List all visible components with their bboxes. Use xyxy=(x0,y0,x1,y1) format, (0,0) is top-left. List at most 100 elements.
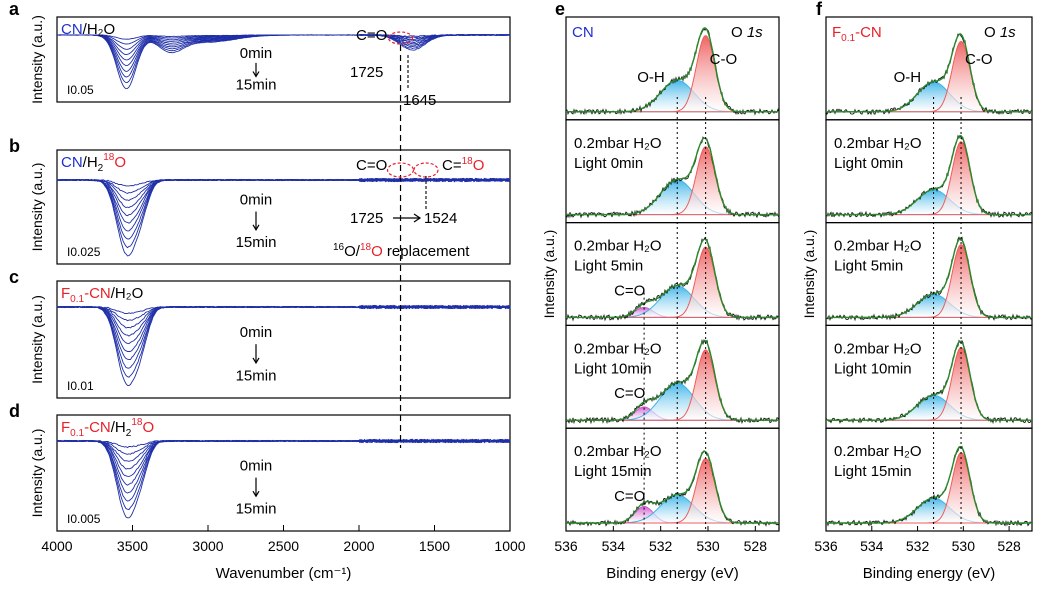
annotation-replacement: 16O/18O replacement xyxy=(333,242,470,260)
label-part: 0.005 xyxy=(70,512,100,526)
xps-fit-envelope xyxy=(826,238,1032,319)
label-part: O xyxy=(142,419,154,436)
condition-line-1: 0.2mbar H₂O xyxy=(834,238,922,255)
condition-line-1: 0.2mbar H₂O xyxy=(834,135,922,152)
xps-fit-envelope xyxy=(566,137,779,216)
time-end: 15min xyxy=(236,501,277,518)
x-tick-label: 3500 xyxy=(117,538,148,554)
ftir-spectrum-curve xyxy=(57,304,511,386)
label-part: F xyxy=(832,24,841,41)
condition-line-1: 0.2mbar H₂O xyxy=(574,135,662,152)
ftir-spectrum-curve xyxy=(56,304,511,369)
ftir-spectrum-curve xyxy=(56,438,511,486)
label-part: /H₂O xyxy=(111,285,144,302)
time-start: 0min xyxy=(240,458,273,475)
label-part: O xyxy=(731,24,747,41)
annotation-co: C=O xyxy=(356,157,387,174)
panel-letter: c xyxy=(9,267,19,287)
label-part: -CN xyxy=(84,285,111,302)
ftir-spectrum-curve xyxy=(56,304,511,345)
x-tick-label: 1500 xyxy=(419,538,450,554)
condition-line-2: Light 5min xyxy=(574,258,643,275)
xps-fit-envelope xyxy=(826,340,1032,421)
label-part: O xyxy=(473,157,485,174)
y-axis-label: Intensity (a.u.) xyxy=(541,230,557,319)
label-part: 0.1 xyxy=(841,33,855,44)
label-part: 2 xyxy=(126,428,132,439)
annotation-1725: 1725 xyxy=(350,210,383,227)
condition-line-2: Light 0min xyxy=(574,155,643,172)
x-tick-label: 3000 xyxy=(192,538,223,554)
x-tick-label: 528 xyxy=(997,538,1021,554)
ftir-spectrum-curve xyxy=(56,177,511,208)
ftir-spectrum-curve xyxy=(56,438,511,511)
x-tick-label: 4000 xyxy=(41,538,72,554)
x-tick-label: 532 xyxy=(906,538,930,554)
label-part: 16 xyxy=(333,242,345,253)
x-tick-label: 1000 xyxy=(494,538,525,554)
annotation-co: C=O xyxy=(356,27,387,44)
label-part: 0.025 xyxy=(70,245,100,259)
label-part: replacement xyxy=(383,243,471,260)
x-axis-label: Binding energy (eV) xyxy=(606,565,739,582)
orbital-label: O 1s xyxy=(984,24,1016,41)
ftir-spectrum-curve xyxy=(56,34,511,90)
xps-subplot-frame xyxy=(565,427,780,532)
label-part: -CN xyxy=(84,419,111,436)
x-tick-label: 536 xyxy=(554,538,578,554)
panel-letter: f xyxy=(816,0,823,19)
time-end: 15min xyxy=(236,367,277,384)
xps-subplot-frame xyxy=(825,427,1033,532)
label-part: 0.05 xyxy=(70,83,94,97)
x-axis-label: Binding energy (eV) xyxy=(863,565,996,582)
condition-line-2: Light 15min xyxy=(574,463,652,480)
scale-bar: I0.025 xyxy=(67,245,101,259)
x-tick-label: 2000 xyxy=(343,538,374,554)
time-start: 0min xyxy=(240,45,273,62)
condition-line-2: Light 10min xyxy=(574,360,652,377)
label-part: I xyxy=(67,83,70,97)
x-tick-label: 532 xyxy=(649,538,673,554)
label-part: /H xyxy=(111,419,126,436)
label-part: 18 xyxy=(360,242,372,253)
x-tick-label: 534 xyxy=(860,538,884,554)
co-label: C-O xyxy=(710,51,738,68)
label-part: CN xyxy=(61,21,83,38)
x-tick-label: 534 xyxy=(602,538,626,554)
ftir-frame xyxy=(56,280,511,399)
orbital-label: O 1s xyxy=(731,24,763,41)
arrow-head xyxy=(252,71,260,78)
oh-component xyxy=(826,81,1032,113)
ftir-frame xyxy=(56,149,511,265)
x-tick-label: 2500 xyxy=(268,538,299,554)
ftir-spectrum-curve xyxy=(56,177,511,202)
label-part: CN xyxy=(61,154,83,171)
condition-line-2: Light 0min xyxy=(834,155,903,172)
label-part: 0.01 xyxy=(70,379,94,393)
label-part: I xyxy=(67,245,70,259)
x-tick-label: 528 xyxy=(744,538,768,554)
sample-label: F0.1-CN/H₂O xyxy=(61,285,143,305)
scale-bar: I0.05 xyxy=(67,83,94,97)
ftir-frame xyxy=(56,16,511,103)
time-end: 15min xyxy=(236,234,277,251)
ftir-spectrum-curve xyxy=(56,34,511,61)
annotation-c18o: C=18O xyxy=(442,156,484,174)
y-axis-label: Intensity (a.u.) xyxy=(29,163,45,252)
time-start: 0min xyxy=(240,192,273,209)
annotation-1645: 1645 xyxy=(403,92,436,109)
label-part: /H₂O xyxy=(83,21,116,38)
oh-component xyxy=(826,189,1032,216)
xps-fit-envelope xyxy=(826,445,1032,524)
condition-line-1: 0.2mbar H₂O xyxy=(574,340,662,357)
label-part: CN xyxy=(572,24,594,41)
xps-fit-envelope xyxy=(826,134,1032,216)
label-part: 0.1 xyxy=(70,294,84,305)
ftir-panel-a: CN/H₂O I0.05 xyxy=(56,16,511,103)
panel-letter: d xyxy=(9,401,20,421)
label-part: O xyxy=(114,154,126,171)
xps-panel-e: 0.2mbar H₂O Light 0min 0.2mbar H₂O Light 5m… xyxy=(565,16,780,532)
ftir-spectrum-curve xyxy=(56,33,511,84)
ftir-spectrum-curve xyxy=(57,438,511,494)
label-part: F xyxy=(61,419,70,436)
